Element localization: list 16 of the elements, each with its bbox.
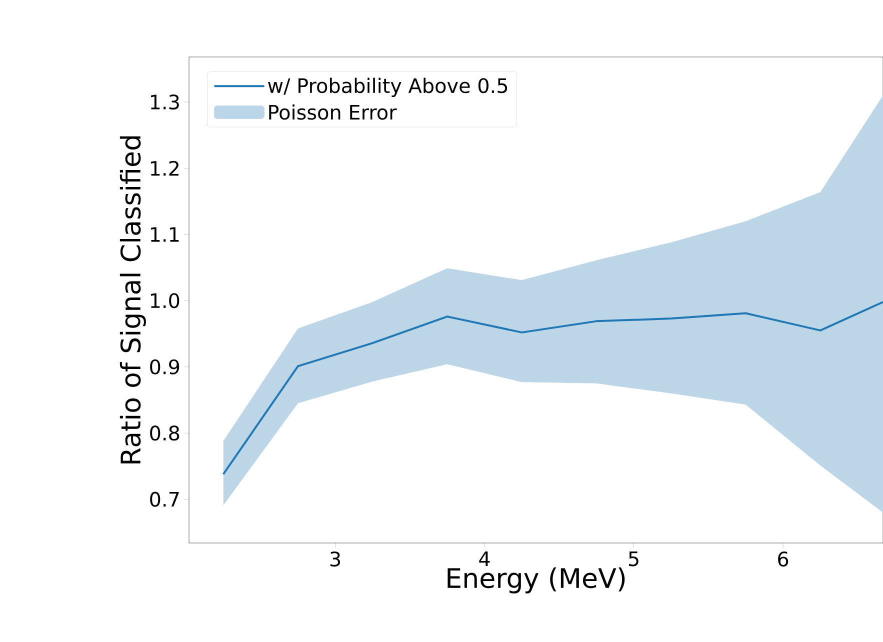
legend-label: w/ Probability Above 0.5	[268, 78, 508, 98]
x-axis-title: Energy (MeV)	[448, 567, 625, 594]
x-tick-label: 5	[628, 552, 638, 566]
line-series	[222, 300, 883, 476]
y-tick-label: 0.9	[150, 359, 180, 374]
y-tick-label: 0.7	[150, 492, 179, 507]
x-tick-label: 4	[479, 552, 490, 566]
y-axis-title: Ratio of Signal Classified	[120, 136, 146, 464]
y-tick-label: 1.3	[150, 94, 179, 110]
annotation: Poisson Error	[269, 104, 397, 120]
y-tick-label: 0.8	[150, 426, 180, 441]
y-tick-label: 1.1	[150, 227, 179, 242]
y-tick-label: 1.2	[150, 160, 178, 176]
x-tick-label: 6	[778, 552, 788, 567]
y-tick-label: 1.0	[150, 293, 180, 308]
x-tick-label: 3	[330, 552, 340, 567]
